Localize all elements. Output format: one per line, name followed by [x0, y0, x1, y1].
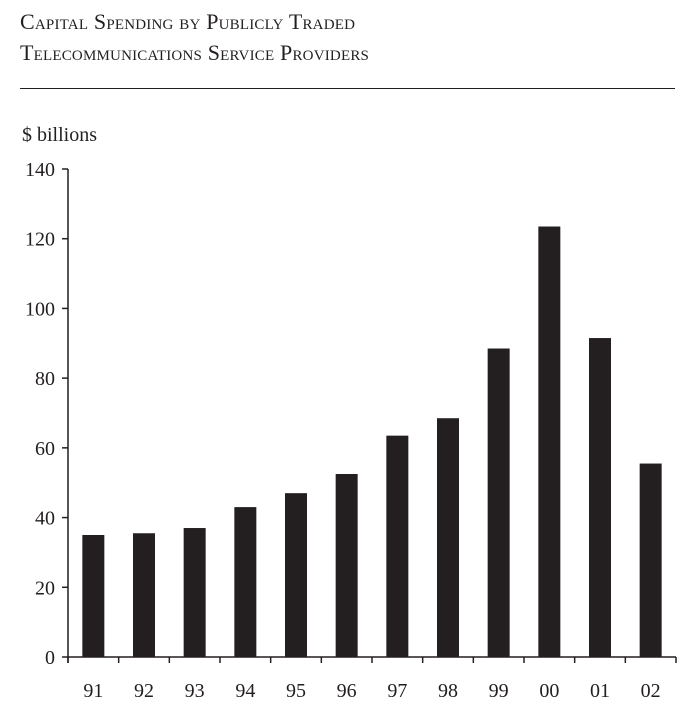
- y-tick-label: 20: [35, 577, 55, 599]
- x-tick-label: 02: [641, 680, 661, 702]
- chart-title-line-2: Telecommunications Service Providers: [20, 40, 370, 65]
- x-tick-label: 95: [286, 680, 306, 702]
- bar-91: [82, 535, 105, 657]
- y-tick-label: 40: [35, 508, 55, 530]
- bar-99: [487, 348, 510, 657]
- bar-02: [639, 463, 662, 657]
- x-tick-label: 97: [387, 680, 407, 702]
- bar-94: [234, 507, 257, 657]
- bar-01: [589, 338, 611, 657]
- y-tick-label: 140: [25, 159, 55, 181]
- bar-92: [133, 533, 155, 657]
- x-tick-label: 96: [337, 680, 357, 702]
- chart-title: Capital Spending by Publicly Traded Tele…: [20, 6, 369, 68]
- y-tick-label: 120: [25, 229, 55, 251]
- y-tick-label: 60: [35, 438, 55, 460]
- title-divider: [20, 88, 675, 89]
- y-tick-label: 80: [35, 368, 55, 390]
- bar-97: [386, 435, 409, 657]
- x-tick-label: 98: [438, 680, 458, 702]
- bar-96: [335, 474, 358, 657]
- bar-93: [183, 528, 206, 657]
- x-tick-label: 01: [590, 680, 610, 702]
- x-tick-label: 92: [134, 680, 154, 702]
- x-tick-label: 91: [83, 680, 103, 702]
- bar-98: [437, 418, 459, 657]
- x-tick-label: 00: [539, 680, 559, 702]
- x-tick-label: 94: [235, 680, 255, 702]
- y-axis-unit-label: $ billions: [22, 124, 98, 146]
- bar-95: [285, 493, 307, 657]
- bar-00: [538, 226, 561, 657]
- x-tick-label: 93: [185, 680, 205, 702]
- chart-title-line-1: Capital Spending by Publicly Traded: [20, 9, 356, 34]
- y-tick-label: 100: [25, 298, 55, 320]
- x-tick-label: 99: [489, 680, 509, 702]
- y-tick-label: 0: [45, 647, 55, 669]
